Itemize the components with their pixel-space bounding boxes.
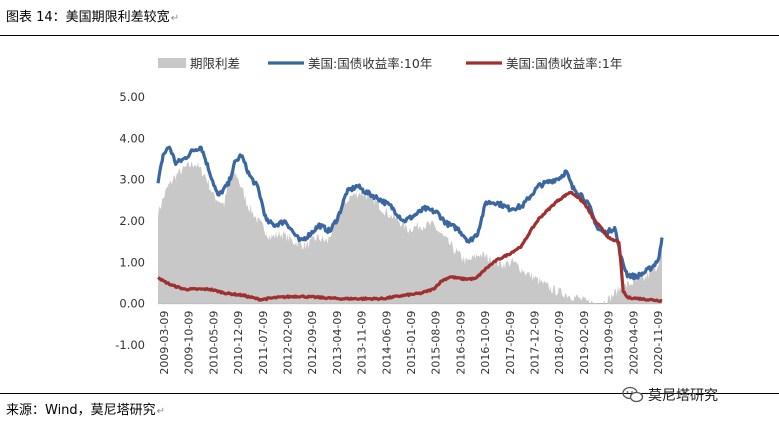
x-tick-label: 2011-07-09 [257,311,270,375]
source-note: 来源：Wind，莫尼塔研究↵ [6,403,166,418]
legend-label: 美国:国债收益率:10年 [308,56,432,71]
legend-label: 期限利差 [190,56,240,71]
spread-area [158,161,662,304]
x-tick-label: 2012-09-09 [306,311,319,375]
x-tick-label: 2009-10-09 [183,311,196,375]
legend-item: 美国:国债收益率:1年 [466,56,622,71]
legend-label: 美国:国债收益率:1年 [506,56,622,71]
bottom-rule [0,393,779,394]
x-tick-label: 2010-05-09 [207,311,220,375]
x-tick-label: 2019-09-09 [603,311,616,375]
x-tick-label: 2010-12-09 [232,311,245,375]
yield-1y-line [157,190,663,303]
legend: 期限利差 美国:国债收益率:10年 美国:国债收益率:1年 [158,56,622,71]
x-tick-label: 2013-11-09 [356,311,369,375]
top-rule [0,35,779,36]
y-tick-labels: 5.00 4.00 3.00 2.00 1.00 0.00 -1.00 [115,90,145,352]
y-tick-label: 2.00 [119,214,145,228]
y-tick-label: 4.00 [119,131,145,145]
x-tick-label: 2015-08-09 [430,311,443,375]
watermark: 莫尼塔研究 [622,385,718,405]
y-tick-label: 5.00 [119,90,145,104]
legend-item: 美国:国债收益率:10年 [268,56,432,71]
x-tick-label: 2020-04-09 [627,311,640,375]
wechat-icon [622,386,644,403]
x-tick-label: 2012-02-09 [282,311,295,375]
y-tick-label: -1.00 [115,338,145,352]
yield-10y-line [156,145,664,281]
figure-title: 图表 14：美国期限利差较宽↵ [6,10,180,25]
chart: 期限利差 美国:国债收益率:10年 美国:国债收益率:1年 5.00 4.00 3.00… [115,56,665,375]
x-tick-label: 2014-06-09 [380,311,393,375]
x-tick-label: 2016-03-09 [454,311,467,375]
watermark-text: 莫尼塔研究 [648,388,718,404]
x-tick-label: 2015-01-09 [405,311,418,375]
plot-area [156,145,664,304]
legend-item: 期限利差 [158,56,240,71]
x-tick-label: 2016-10-09 [479,311,492,375]
x-tick-label: 2009-03-09 [158,311,171,375]
x-tick-label: 2020-11-09 [652,311,665,375]
x-tick-label: 2017-12-09 [529,311,542,375]
y-tick-label: 1.00 [119,255,145,269]
y-tick-label: 0.00 [119,297,145,311]
x-tick-label: 2019-02-09 [578,311,591,375]
y-tick-label: 3.00 [119,173,145,187]
x-tick-label: 2013-04-09 [331,311,344,375]
x-tick-labels: 2009-03-09 2009-10-09 2010-05-09 2010-12-09… [158,311,665,375]
x-tick-label: 2017-05-09 [504,311,517,375]
x-tick-label: 2018-07-09 [553,311,566,375]
legend-swatch [158,58,186,68]
